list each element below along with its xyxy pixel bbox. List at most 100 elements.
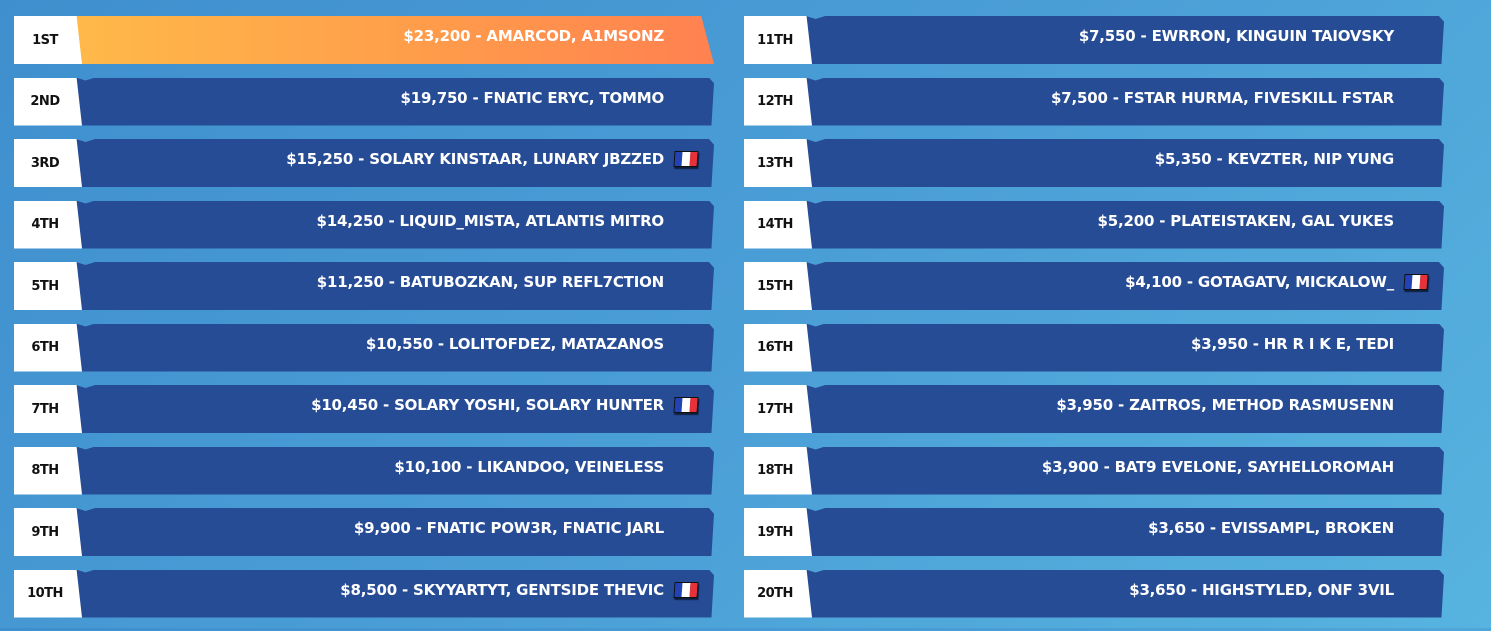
prize-and-players: $9,900 - FNATIC POW3R, FNATIC JARL bbox=[353, 519, 664, 537]
standing-row-19: 19TH $3,650 - EVISSAMPL, BROKEN bbox=[744, 508, 1444, 556]
standing-bar: $3,650 - HIGHSTYLED, ONF 3VIL bbox=[806, 569, 1444, 618]
standing-bar: $10,100 - LIKANDOO, VEINELESS bbox=[76, 446, 714, 495]
standing-row-17: 17TH $3,950 - ZAITROS, METHOD RASMUSENN bbox=[744, 385, 1444, 433]
rank-label: 12TH bbox=[757, 94, 793, 109]
rank-badge: 2ND bbox=[14, 77, 82, 126]
rank-badge: 16TH bbox=[744, 323, 812, 372]
rank-label: 19TH bbox=[757, 524, 793, 540]
rank-label: 8TH bbox=[31, 463, 59, 478]
rank-label: 7TH bbox=[31, 401, 59, 417]
prize-and-players: $10,100 - LIKANDOO, VEINELESS bbox=[394, 457, 664, 476]
prize-and-players: $3,650 - EVISSAMPL, BROKEN bbox=[1148, 519, 1394, 537]
rank-badge: 17TH bbox=[744, 385, 812, 433]
rank-label: 20TH bbox=[757, 586, 793, 601]
rank-label: 6TH bbox=[31, 340, 59, 355]
standing-bar: $7,550 - EWRRON, KINGUIN TAIOVSKY bbox=[806, 16, 1444, 64]
prize-and-players: $14,250 - LIQUID_MISTA, ATLANTIS MITRO bbox=[316, 211, 665, 230]
standing-bar: $10,550 - LOLITOFDEZ, MATAZANOS bbox=[76, 323, 714, 372]
rank-label: 3RD bbox=[30, 155, 60, 171]
rank-badge: 20TH bbox=[744, 569, 812, 618]
standing-bar: $8,500 - SKYYARTYT, GENTSIDE THEVIC bbox=[76, 569, 714, 618]
prize-and-players: $23,200 - AMARCOD, A1MSONZ bbox=[403, 27, 664, 45]
prize-and-players: $3,900 - BAT9 EVELONE, SAYHELLOROMAH bbox=[1041, 457, 1394, 476]
standing-row-7: 7TH $10,450 - SOLARY YOSHI, SOLARY HUNTE… bbox=[14, 385, 714, 433]
france-flag-icon bbox=[1403, 274, 1429, 290]
rank-badge: 8TH bbox=[14, 446, 82, 495]
standing-row-20: 20TH $3,650 - HIGHSTYLED, ONF 3VIL bbox=[744, 569, 1444, 618]
standing-bar: $19,750 - FNATIC ERYC, TOMMO bbox=[76, 77, 714, 126]
prize-and-players: $3,950 - ZAITROS, METHOD RASMUSENN bbox=[1056, 396, 1394, 414]
standing-row-12: 12TH $7,500 - FSTAR HURMA, FIVESKILL FST… bbox=[744, 77, 1444, 126]
rank-label: 2ND bbox=[30, 94, 60, 109]
prize-and-players: $7,500 - FSTAR HURMA, FIVESKILL FSTAR bbox=[1051, 88, 1394, 107]
standing-row-9: 9TH $9,900 - FNATIC POW3R, FNATIC JARL bbox=[14, 508, 714, 556]
standing-bar: $14,250 - LIQUID_MISTA, ATLANTIS MITRO bbox=[76, 200, 714, 249]
rank-badge: 3RD bbox=[14, 139, 82, 187]
rank-badge: 4TH bbox=[14, 200, 82, 249]
standing-row-8: 8TH $10,100 - LIKANDOO, VEINELESS bbox=[14, 446, 714, 495]
rank-label: 9TH bbox=[31, 524, 59, 540]
rank-label: 14TH bbox=[757, 217, 793, 232]
rank-label: 4TH bbox=[31, 217, 59, 232]
prize-and-players: $11,250 - BATUBOZKAN, SUP REFL7CTION bbox=[316, 273, 664, 291]
standing-row-6: 6TH $10,550 - LOLITOFDEZ, MATAZANOS bbox=[14, 323, 714, 372]
standing-row-13: 13TH $5,350 - KEVZTER, NIP YUNG bbox=[744, 139, 1444, 187]
standing-bar: $10,450 - SOLARY YOSHI, SOLARY HUNTER bbox=[76, 385, 714, 433]
prize-and-players: $19,750 - FNATIC ERYC, TOMMO bbox=[400, 88, 665, 107]
prize-and-players: $3,650 - HIGHSTYLED, ONF 3VIL bbox=[1129, 580, 1394, 599]
prize-and-players: $3,950 - HR R I K E, TEDI bbox=[1191, 334, 1394, 353]
prize-and-players: $7,550 - EWRRON, KINGUIN TAIOVSKY bbox=[1078, 27, 1394, 45]
prize-and-players: $5,200 - PLATEISTAKEN, GAL YUKES bbox=[1097, 211, 1395, 230]
rank-badge: 19TH bbox=[744, 508, 812, 556]
standing-bar: $5,350 - KEVZTER, NIP YUNG bbox=[806, 139, 1444, 187]
rank-badge: 13TH bbox=[744, 139, 812, 187]
standing-bar: $3,950 - HR R I K E, TEDI bbox=[806, 323, 1444, 372]
standing-row-10: 10TH $8,500 - SKYYARTYT, GENTSIDE THEVIC bbox=[14, 569, 714, 618]
rank-label: 10TH bbox=[27, 586, 63, 601]
rank-badge: 15TH bbox=[744, 262, 812, 310]
standing-bar: $4,100 - GOTAGATV, MICKALOW_ bbox=[806, 262, 1444, 310]
standing-bar: $3,900 - BAT9 EVELONE, SAYHELLOROMAH bbox=[806, 446, 1444, 495]
rank-label: 11TH bbox=[757, 32, 793, 48]
standings-column-left: 1ST $23,200 - AMARCOD, A1MSONZ 2ND $19,7… bbox=[14, 16, 714, 631]
rank-label: 15TH bbox=[757, 278, 793, 294]
rank-label: 16TH bbox=[757, 340, 793, 355]
standing-row-14: 14TH $5,200 - PLATEISTAKEN, GAL YUKES bbox=[744, 200, 1444, 249]
rank-label: 13TH bbox=[757, 155, 793, 171]
rank-label: 1ST bbox=[32, 32, 58, 48]
prize-and-players: $15,250 - SOLARY KINSTAAR, LUNARY JBZZED bbox=[286, 150, 664, 168]
standing-row-18: 18TH $3,900 - BAT9 EVELONE, SAYHELLOROMA… bbox=[744, 446, 1444, 495]
standing-bar: $15,250 - SOLARY KINSTAAR, LUNARY JBZZED bbox=[76, 139, 714, 187]
standing-bar: $3,650 - EVISSAMPL, BROKEN bbox=[806, 508, 1444, 556]
standing-bar: $9,900 - FNATIC POW3R, FNATIC JARL bbox=[76, 508, 714, 556]
france-flag-icon bbox=[673, 151, 699, 167]
rank-badge: 1ST bbox=[14, 16, 82, 64]
standing-row-3: 3RD $15,250 - SOLARY KINSTAAR, LUNARY JB… bbox=[14, 139, 714, 187]
standing-bar: $11,250 - BATUBOZKAN, SUP REFL7CTION bbox=[76, 262, 714, 310]
rank-badge: 12TH bbox=[744, 77, 812, 126]
rank-badge: 6TH bbox=[14, 323, 82, 372]
rank-badge: 9TH bbox=[14, 508, 82, 556]
rank-badge: 18TH bbox=[744, 446, 812, 495]
rank-label: 5TH bbox=[31, 278, 59, 294]
rank-badge: 11TH bbox=[744, 16, 812, 64]
standing-row-16: 16TH $3,950 - HR R I K E, TEDI bbox=[744, 323, 1444, 372]
prize-and-players: $10,550 - LOLITOFDEZ, MATAZANOS bbox=[365, 334, 664, 353]
standing-bar: $3,950 - ZAITROS, METHOD RASMUSENN bbox=[806, 385, 1444, 433]
prize-and-players: $5,350 - KEVZTER, NIP YUNG bbox=[1154, 150, 1394, 168]
rank-badge: 14TH bbox=[744, 200, 812, 249]
standings-column-right: 11TH $7,550 - EWRRON, KINGUIN TAIOVSKY 1… bbox=[744, 16, 1444, 631]
rank-badge: 10TH bbox=[14, 569, 82, 618]
rank-label: 18TH bbox=[757, 463, 793, 478]
standing-bar: $23,200 - AMARCOD, A1MSONZ bbox=[76, 16, 714, 64]
standing-bar: $7,500 - FSTAR HURMA, FIVESKILL FSTAR bbox=[806, 77, 1444, 126]
prize-and-players: $4,100 - GOTAGATV, MICKALOW_ bbox=[1125, 273, 1394, 291]
standing-row-15: 15TH $4,100 - GOTAGATV, MICKALOW_ bbox=[744, 262, 1444, 310]
standing-row-2: 2ND $19,750 - FNATIC ERYC, TOMMO bbox=[14, 77, 714, 126]
rank-badge: 7TH bbox=[14, 385, 82, 433]
standing-bar: $5,200 - PLATEISTAKEN, GAL YUKES bbox=[806, 200, 1444, 249]
france-flag-icon bbox=[673, 397, 699, 413]
france-flag-icon bbox=[673, 581, 699, 598]
rank-label: 17TH bbox=[757, 401, 793, 417]
standing-row-5: 5TH $11,250 - BATUBOZKAN, SUP REFL7CTION bbox=[14, 262, 714, 310]
